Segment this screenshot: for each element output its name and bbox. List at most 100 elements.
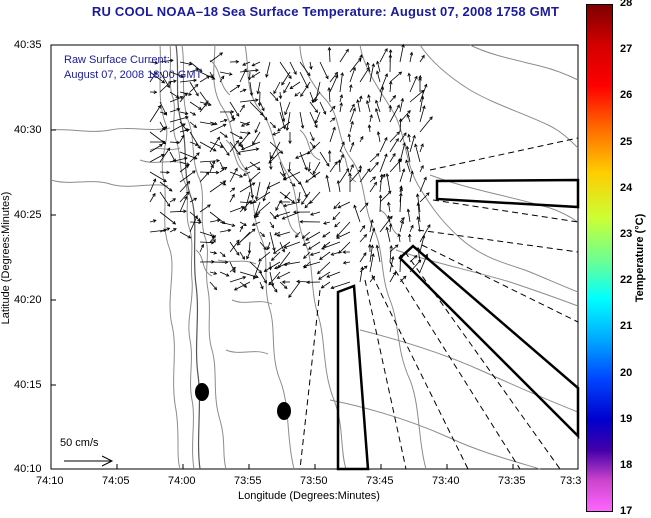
current-vector-head — [348, 84, 353, 88]
current-vector — [179, 135, 185, 143]
current-vector — [305, 231, 321, 241]
current-vector — [328, 47, 331, 63]
current-vector-head — [334, 223, 338, 228]
current-vector — [300, 81, 311, 97]
current-vector-head — [342, 260, 347, 265]
current-vector-head — [398, 118, 403, 122]
current-vector-head — [232, 266, 236, 271]
current-vector — [386, 227, 391, 243]
current-vector — [239, 148, 259, 153]
current-vector — [239, 182, 256, 193]
current-vector-head — [195, 142, 199, 146]
current-vector-head — [241, 104, 245, 109]
current-vector — [169, 71, 184, 77]
current-vector-head — [384, 136, 388, 141]
current-vector — [179, 129, 190, 133]
current-vector-head — [159, 144, 163, 148]
current-vector-head — [223, 118, 228, 123]
current-vector — [269, 121, 276, 128]
current-vector — [283, 81, 291, 93]
current-vector — [253, 191, 271, 204]
current-vector — [259, 101, 265, 111]
current-vector-head — [283, 89, 287, 94]
current-vector-head — [388, 222, 393, 227]
current-vector — [219, 119, 228, 123]
current-vector-head — [304, 166, 308, 171]
current-vector-head — [228, 72, 233, 76]
current-vector — [349, 57, 362, 73]
current-vector-head — [295, 155, 299, 159]
current-vector — [389, 104, 400, 123]
current-vector-head — [157, 104, 162, 109]
y-axis-label: Latitude (Degrees:Minutes) — [0, 191, 12, 325]
current-vector-head — [261, 233, 265, 238]
current-vector — [326, 175, 331, 193]
current-vector — [169, 228, 177, 233]
current-vector — [389, 153, 396, 163]
current-vector-head — [196, 152, 200, 156]
current-vector-head — [299, 219, 303, 224]
current-vector — [209, 136, 220, 153]
current-vector-head — [363, 233, 368, 238]
current-vector — [359, 252, 367, 263]
current-vector — [209, 52, 223, 63]
current-vector-head — [193, 78, 198, 83]
current-vector — [249, 181, 253, 198]
current-vector — [179, 196, 188, 213]
current-vector-head — [235, 140, 239, 144]
x-tick-label: 73:50 — [300, 475, 328, 487]
x-tick-label: 74:10 — [36, 475, 64, 487]
current-vector — [304, 201, 311, 208]
current-vector — [199, 141, 217, 152]
current-vector — [179, 79, 197, 83]
current-vector — [369, 63, 375, 83]
current-vector-head — [224, 260, 229, 265]
current-vector-head — [305, 237, 310, 241]
current-vector-head — [417, 259, 422, 264]
x-tick-label: 74:05 — [102, 475, 130, 487]
current-vector-head — [405, 159, 409, 164]
current-vector-head — [367, 124, 372, 128]
current-vector — [339, 102, 342, 113]
current-vector — [359, 225, 366, 233]
current-vector-head — [210, 240, 215, 245]
current-vector — [248, 241, 251, 254]
current-vector — [419, 177, 427, 193]
current-vector-head — [222, 123, 227, 128]
current-vector — [259, 241, 267, 250]
current-vector-head — [403, 132, 407, 136]
current-vector — [419, 143, 424, 153]
current-vector-head — [406, 113, 411, 118]
current-vector — [239, 271, 259, 278]
current-vector — [349, 104, 355, 113]
current-vector — [333, 201, 341, 209]
current-vector — [209, 251, 217, 254]
current-vector-head — [369, 114, 373, 118]
current-vector-head — [188, 62, 193, 66]
current-vector-head — [401, 217, 405, 221]
current-vector — [399, 217, 405, 223]
current-vector — [149, 61, 158, 64]
current-vector-head — [183, 209, 187, 214]
current-vector — [399, 275, 407, 283]
current-vector-head — [250, 194, 254, 199]
current-vector — [398, 233, 401, 243]
current-vector — [255, 211, 261, 218]
current-vector — [407, 209, 411, 223]
current-vector-head — [266, 185, 271, 189]
current-vector-head — [242, 276, 247, 280]
current-vector — [299, 61, 311, 76]
current-vector-head — [255, 196, 259, 201]
current-vector-head — [399, 192, 403, 197]
current-vector-head — [388, 54, 393, 58]
current-vector-head — [288, 294, 292, 298]
current-vector-head — [172, 221, 177, 225]
current-vector-head — [414, 75, 418, 80]
current-vector — [336, 231, 351, 239]
current-vector — [169, 141, 180, 144]
current-vector — [279, 281, 288, 289]
current-vector — [375, 100, 381, 113]
current-vector — [189, 111, 196, 116]
legend-line-2: August 07, 2008 18:00 GMT — [64, 69, 203, 81]
current-vector-head — [359, 95, 363, 100]
